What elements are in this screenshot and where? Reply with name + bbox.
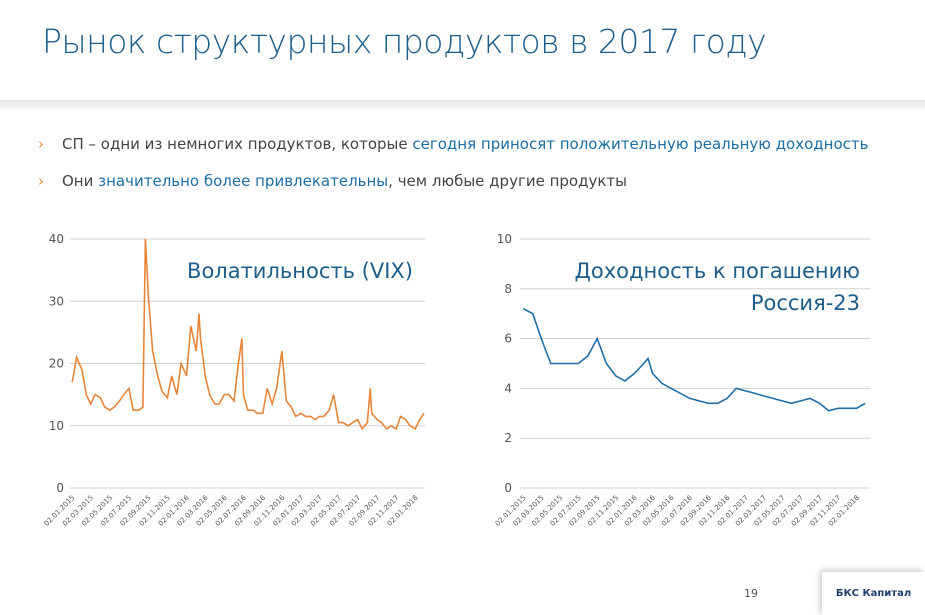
bullet-text: Они [62, 172, 99, 190]
bullet-highlight: значительно более привлекательны [98, 172, 389, 190]
bullet: › Они значительно более привлекательны, ч… [38, 172, 627, 190]
chart-title: Россия-23 [751, 291, 860, 315]
chart-title: Доходность к погашению [575, 259, 861, 283]
y-tick-label: 20 [49, 357, 64, 371]
charts: 01020304002.01.201502.03.201502.05.20150… [43, 232, 870, 528]
logo: БКС Капитал [822, 572, 925, 615]
y-tick-label: 0 [56, 481, 64, 495]
slide-title: Рынок структурных продуктов в 2017 году [42, 22, 767, 61]
data-line [71, 238, 425, 431]
bullet-highlight: сегодня приносят положительную реальную … [412, 135, 869, 153]
y-tick-label: 10 [497, 232, 512, 246]
bullet: › СП – одни из немногих продуктов, которы… [38, 135, 869, 153]
y-tick-label: 0 [504, 481, 512, 495]
y-tick-label: 10 [49, 419, 64, 433]
y-tick-label: 6 [504, 332, 512, 346]
data-line [522, 307, 866, 412]
bullet-text: СП – одни из немногих продуктов, которые [62, 135, 413, 153]
y-tick-label: 40 [49, 232, 64, 246]
y-tick-label: 2 [504, 431, 512, 445]
y-tick-label: 4 [504, 381, 512, 395]
header: Рынок структурных продуктов в 2017 году [0, 0, 925, 100]
page-number: 19 [744, 587, 758, 600]
header-shadow [0, 100, 925, 112]
bullet-text: , чем любые другие продукты [388, 172, 627, 190]
y-tick-label: 8 [504, 282, 512, 296]
y-tick-label: 30 [49, 294, 64, 308]
chart-title: Волатильность (VIX) [187, 259, 413, 283]
